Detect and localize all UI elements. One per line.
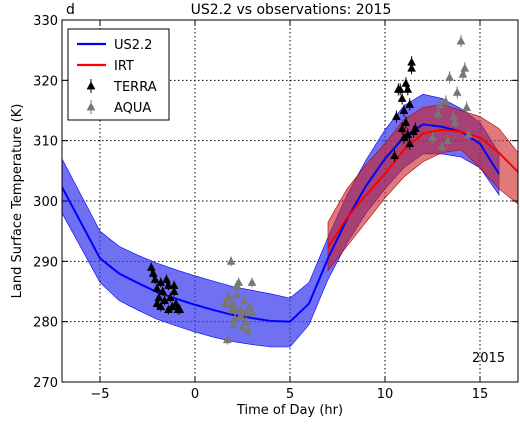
y-tick-label: 300 <box>33 195 58 210</box>
terra-point <box>397 123 407 132</box>
aqua-point <box>220 298 230 307</box>
legend-label-terra: TERRA <box>113 80 157 95</box>
terra-point <box>169 280 179 289</box>
terra-point <box>175 304 185 313</box>
x-tick-label: −5 <box>90 387 109 402</box>
aqua-point <box>433 108 443 117</box>
aqua-point <box>243 325 253 335</box>
legend-label-us22: US2.2 <box>114 38 152 53</box>
y-axis-label: Land Surface Temperature (K) <box>10 104 25 299</box>
legend-entries: US2.2 IRT TERRA AQUA <box>77 38 157 116</box>
aqua-point <box>445 72 455 81</box>
irt-uncertainty-band <box>327 104 518 272</box>
terra-point <box>150 274 160 283</box>
aqua-point <box>241 316 251 326</box>
aqua-point <box>443 135 453 145</box>
terra-point <box>395 84 405 93</box>
aqua-point <box>247 277 257 286</box>
y-tick-label: 310 <box>33 135 58 150</box>
aqua-point <box>247 307 257 317</box>
terra-point <box>397 93 407 102</box>
y-tick-label: 330 <box>33 14 58 29</box>
terra-point <box>410 123 420 132</box>
aqua-point <box>222 335 232 344</box>
terra-point <box>165 292 175 301</box>
aqua-point <box>222 292 232 301</box>
aqua-point <box>458 69 468 78</box>
chart-title: US2.2 vs observations: 2015 <box>191 2 392 18</box>
aqua-point <box>464 129 474 139</box>
aqua-point <box>450 117 460 126</box>
terra-point <box>152 283 162 292</box>
legend-label-aqua: AQUA <box>114 101 151 116</box>
terra-point <box>156 301 166 310</box>
legend-swatch-terra <box>86 81 96 90</box>
series-layer <box>62 35 518 348</box>
x-tick-label: 10 <box>377 387 394 402</box>
aqua-point <box>239 295 249 304</box>
aqua-point <box>230 304 240 313</box>
x-tick-label: 15 <box>472 387 489 402</box>
y-tick-label: 280 <box>33 316 58 331</box>
terra-point <box>169 286 179 295</box>
terra-point <box>390 151 399 160</box>
x-axis-label: Time of Day (hr) <box>236 403 343 418</box>
aqua-point <box>452 87 462 96</box>
aqua-point <box>232 280 242 289</box>
aqua-point <box>232 289 242 298</box>
aqua-point <box>437 141 447 151</box>
year-annotation: 2015 <box>472 351 505 366</box>
terra-point <box>407 57 417 66</box>
aqua-point <box>241 307 251 317</box>
aqua-point <box>236 310 246 320</box>
terra-point <box>401 78 411 87</box>
aqua-point <box>226 256 236 265</box>
us22-line <box>62 123 500 323</box>
terra-point <box>163 280 173 289</box>
axis-ticks: −5 0 5 10 15 270 280 290 300 310 320 330 <box>33 14 518 402</box>
aqua-point <box>238 322 247 332</box>
x-tick-label: 5 <box>286 387 294 402</box>
terra-point <box>405 138 415 148</box>
terra-point <box>399 132 409 142</box>
terra-point <box>158 286 168 295</box>
aqua-point <box>456 36 466 45</box>
terra-point <box>399 105 409 114</box>
y-tick-label: 320 <box>33 74 58 89</box>
y-tick-label: 290 <box>33 255 58 270</box>
terra-point <box>403 129 413 139</box>
legend: US2.2 IRT TERRA AQUA <box>67 28 170 121</box>
x-tick-label: 0 <box>191 387 199 402</box>
y-tick-label: 270 <box>33 376 58 391</box>
irt-line <box>327 128 518 249</box>
terra-point <box>401 117 411 126</box>
aqua-point <box>435 99 445 108</box>
panel-letter: d <box>66 2 75 18</box>
aqua-point <box>462 102 472 111</box>
legend-label-irt: IRT <box>114 59 134 74</box>
aqua-point <box>428 132 437 142</box>
terra-point <box>405 99 415 108</box>
terra-point <box>391 111 401 120</box>
legend-swatch-aqua <box>86 102 96 111</box>
aqua-point <box>441 96 451 105</box>
terra-point <box>163 304 173 313</box>
aqua-point <box>228 319 238 329</box>
terra-point <box>152 298 162 307</box>
